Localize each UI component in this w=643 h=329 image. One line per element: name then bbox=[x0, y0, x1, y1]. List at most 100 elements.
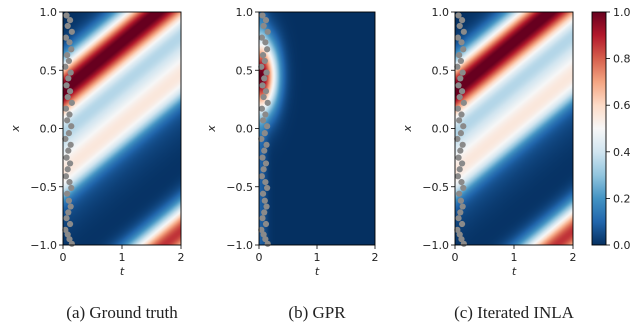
x-axis-label: t bbox=[512, 265, 517, 278]
observation-point bbox=[264, 240, 271, 247]
observation-point bbox=[64, 190, 71, 197]
observation-point bbox=[261, 197, 268, 204]
observation-point bbox=[259, 154, 266, 161]
observation-point bbox=[455, 215, 462, 222]
observation-point bbox=[456, 166, 463, 173]
observation-point bbox=[68, 123, 75, 130]
observation-point bbox=[68, 184, 75, 192]
panel-caption: (c) Iterated INLA bbox=[454, 303, 575, 322]
observation-point bbox=[67, 141, 74, 148]
observation-point bbox=[262, 178, 269, 186]
observation-point bbox=[456, 22, 463, 30]
y-axis-label: x bbox=[401, 125, 414, 133]
colorbar-tick-label: 0.0 bbox=[613, 239, 631, 252]
x-tick-label: 0 bbox=[60, 251, 67, 264]
colorbar-tick-label: 1.0 bbox=[613, 6, 631, 19]
x-axis-label: t bbox=[315, 265, 320, 278]
colorbar-gradient bbox=[592, 12, 606, 245]
observation-point bbox=[263, 69, 270, 76]
y-tick-label: 0.5 bbox=[432, 64, 450, 77]
x-tick-label: 0 bbox=[452, 251, 459, 264]
observation-point bbox=[66, 220, 74, 228]
observation-point bbox=[458, 160, 466, 167]
observation-point bbox=[455, 82, 462, 89]
axis-ticks: 0 1 2 1.0 0.5 0.0 −0.5 −1.0 bbox=[422, 6, 576, 264]
observation-point bbox=[64, 52, 71, 59]
observation-point bbox=[263, 203, 270, 210]
y-tick-label: −1.0 bbox=[226, 239, 253, 252]
observation-point bbox=[258, 226, 265, 233]
y-tick-label: 0.0 bbox=[432, 123, 450, 136]
observation-point bbox=[264, 46, 271, 53]
x-tick-label: 1 bbox=[119, 251, 126, 264]
colorbar-tick-label: 0.4 bbox=[613, 146, 631, 159]
observation-point bbox=[262, 39, 269, 46]
observation-point bbox=[64, 117, 71, 124]
observation-point bbox=[458, 111, 465, 118]
observation-point bbox=[66, 17, 74, 24]
observation-point bbox=[68, 240, 75, 247]
observation-point bbox=[66, 39, 73, 46]
observation-point bbox=[66, 160, 74, 167]
observation-point bbox=[262, 160, 270, 167]
observation-point bbox=[259, 82, 266, 89]
y-axis-label: x bbox=[205, 125, 218, 133]
observation-point bbox=[259, 117, 267, 124]
x-tick-label: 2 bbox=[178, 251, 185, 264]
colorbar-tick-label: 0.8 bbox=[613, 53, 631, 66]
heatmap-gpr bbox=[259, 12, 375, 245]
observation-point bbox=[65, 197, 72, 204]
x-tick-label: 1 bbox=[511, 251, 518, 264]
panel-gpr: 0 1 2 1.0 0.5 0.0 −0.5 −1.0 t x (b) GPR bbox=[205, 6, 379, 322]
observation-point bbox=[67, 69, 74, 76]
observation-point bbox=[261, 130, 268, 137]
axis-ticks: 0 1 2 1.0 0.5 0.0 −0.5 −1.0 bbox=[30, 6, 184, 264]
observation-point bbox=[261, 57, 268, 65]
panel-iterated-inla: 0 1 2 1.0 0.5 0.0 −0.5 −1.0 t x (c) Iterated IN… bbox=[401, 6, 577, 322]
observation-point bbox=[455, 12, 462, 19]
colorbar-tick-label: 0.6 bbox=[613, 99, 631, 112]
observation-point bbox=[62, 105, 70, 112]
observation-point bbox=[456, 93, 463, 101]
observation-point bbox=[454, 173, 462, 180]
observation-point bbox=[456, 231, 463, 238]
observation-points bbox=[62, 12, 75, 247]
x-tick-label: 2 bbox=[372, 251, 379, 264]
observation-point bbox=[258, 135, 265, 143]
panel-ground-truth: 0 1 2 1.0 0.5 0.0 −0.5 −1.0 t x (a) Ground trut… bbox=[9, 6, 185, 322]
observation-point bbox=[460, 123, 467, 130]
observation-point bbox=[62, 173, 70, 180]
observation-point bbox=[262, 111, 269, 118]
observation-point bbox=[65, 147, 72, 154]
observation-point bbox=[258, 63, 265, 70]
observation-point bbox=[65, 75, 72, 82]
observation-point bbox=[262, 220, 270, 228]
y-tick-label: 0.0 bbox=[40, 123, 58, 136]
colorbar: 1.0 0.8 0.6 0.4 0.2 0.0 bbox=[591, 6, 631, 252]
observation-point bbox=[64, 22, 71, 30]
observation-point bbox=[457, 147, 464, 154]
observation-point bbox=[454, 34, 462, 41]
observation-point bbox=[66, 111, 73, 118]
observation-point bbox=[63, 154, 70, 161]
observation-point bbox=[454, 135, 461, 143]
observation-point bbox=[457, 130, 464, 137]
observation-point bbox=[64, 93, 71, 101]
observation-point bbox=[260, 93, 267, 101]
observation-point bbox=[259, 190, 267, 197]
observation-point bbox=[258, 105, 265, 112]
observation-point bbox=[456, 117, 463, 124]
observation-point bbox=[264, 123, 271, 130]
observation-point bbox=[459, 203, 466, 210]
observation-point bbox=[262, 88, 270, 95]
y-tick-label: 0.5 bbox=[40, 64, 58, 77]
observation-point bbox=[260, 231, 267, 238]
panel-caption: (a) Ground truth bbox=[66, 303, 178, 322]
observation-point bbox=[259, 52, 267, 59]
y-tick-label: 1.0 bbox=[236, 6, 254, 19]
observation-point bbox=[458, 17, 466, 24]
observation-point bbox=[458, 39, 465, 46]
observation-point bbox=[258, 173, 265, 180]
observation-point bbox=[64, 166, 71, 173]
